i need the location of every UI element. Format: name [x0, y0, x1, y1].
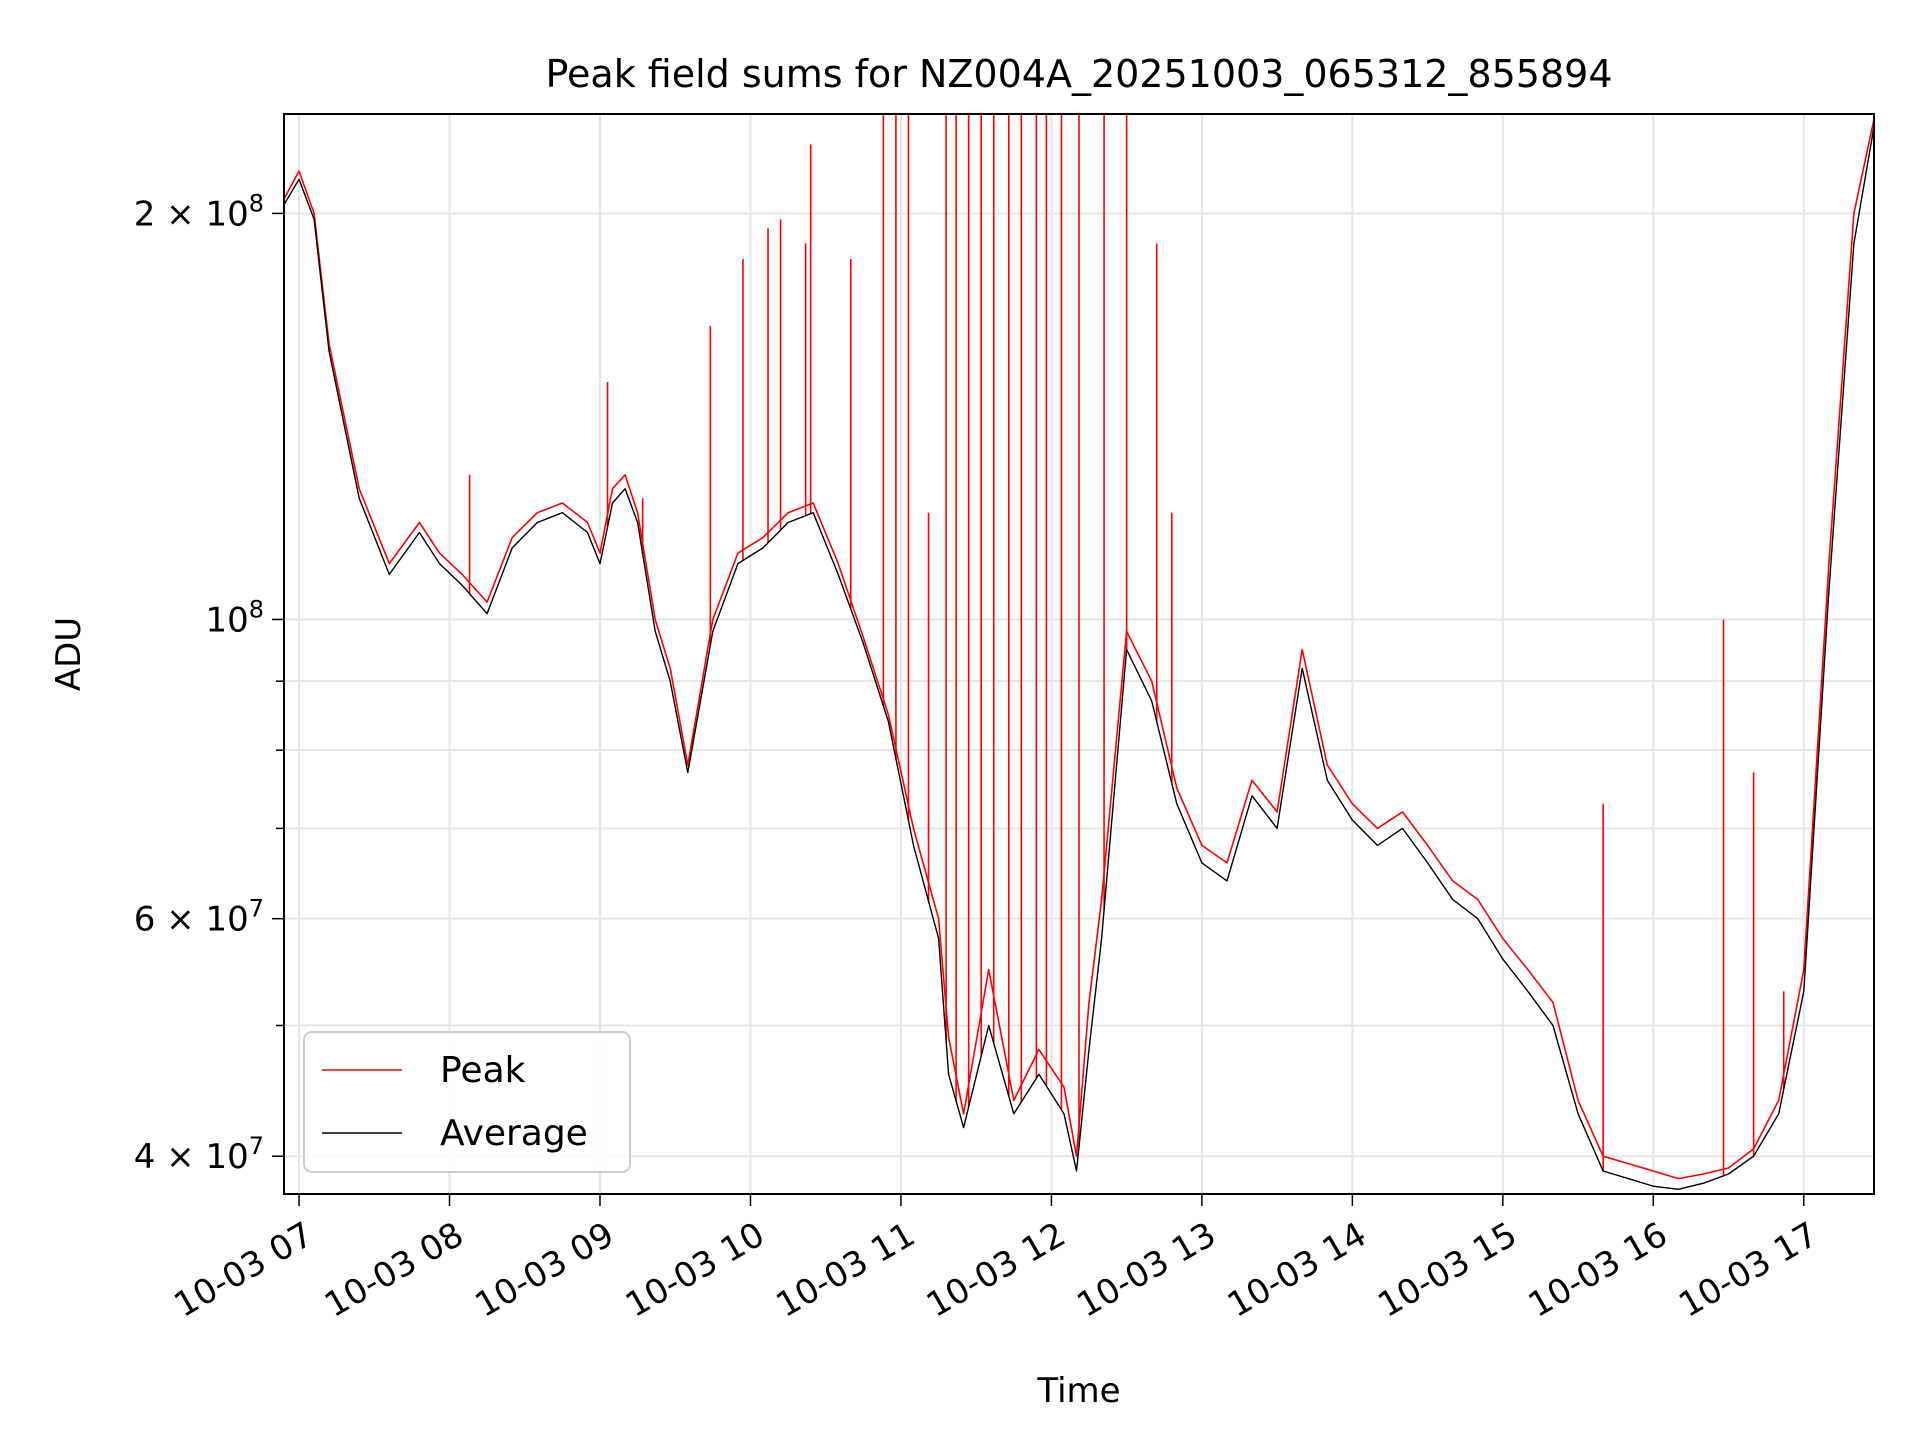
peak-spikes: [468, 114, 1785, 1176]
y-axis-label: ADU: [49, 617, 89, 691]
legend-average-label: Average: [440, 1113, 588, 1154]
chart-title: Peak field sums for NZ004A_20251003_0653…: [545, 52, 1612, 96]
y-tick-label: 4 × 107: [134, 1132, 264, 1177]
y-tick-label: 2 × 108: [134, 189, 264, 234]
legend: Peak Average: [303, 1031, 631, 1173]
series-lines: [284, 118, 1874, 1191]
legend-box: [303, 1031, 631, 1173]
peak-series-line: [284, 118, 1874, 1180]
y-tick-label: 108: [205, 595, 264, 640]
average-series-line: [284, 126, 1874, 1191]
y-axis: 4 × 107 6 × 107 108 2 × 108: [134, 189, 284, 1177]
y-tick-label: 6 × 107: [134, 895, 264, 940]
legend-peak-label: Peak: [440, 1050, 526, 1091]
x-axis-label: Time: [1036, 1371, 1120, 1411]
plot-frame: [283, 113, 1875, 1195]
